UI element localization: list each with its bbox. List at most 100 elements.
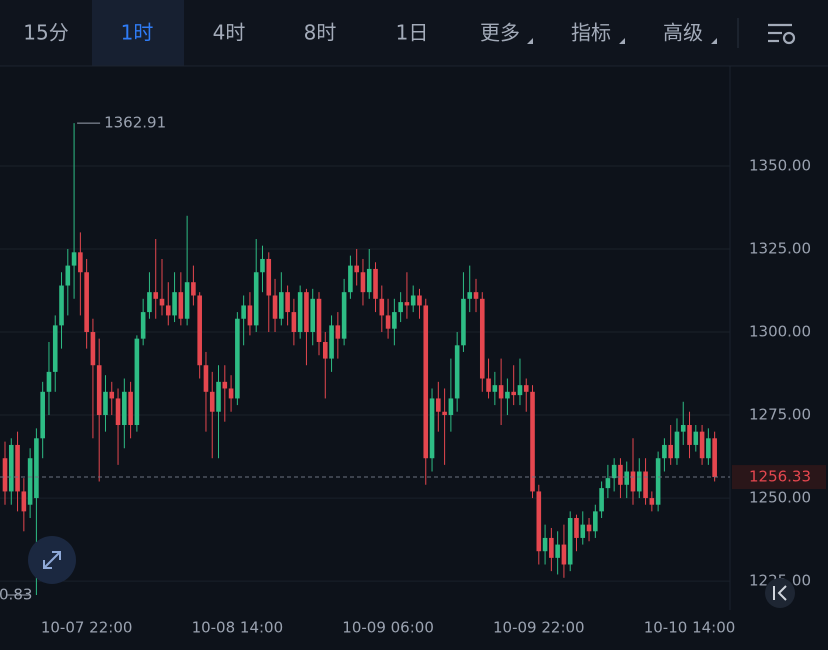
candle-body [373, 268, 378, 299]
candle-body [34, 438, 39, 499]
tab[interactable]: 15分 [23, 21, 68, 45]
candle-body [260, 258, 265, 273]
candle-body [392, 312, 397, 329]
candle-body [65, 265, 71, 286]
tab[interactable]: 高级 [663, 21, 703, 45]
candle-body [103, 391, 108, 416]
candle-body [404, 302, 410, 306]
candle-body [21, 491, 27, 512]
candle-body [266, 258, 272, 296]
candle-body [398, 302, 403, 313]
candle-body [655, 458, 661, 505]
candle-body [687, 425, 692, 445]
candle-body [165, 305, 171, 316]
candle-body [417, 295, 422, 306]
tab[interactable]: 指标 [571, 21, 611, 45]
candle-body [2, 458, 8, 492]
candle-body [147, 292, 152, 313]
candle-body [241, 305, 246, 319]
candle-body [498, 385, 504, 399]
candle-body [429, 398, 435, 459]
candle-body [310, 298, 316, 333]
max-label: 1362.91 [104, 114, 166, 132]
candle-body [486, 378, 491, 392]
candle-body [71, 252, 77, 266]
candle-body [90, 332, 96, 366]
candle-body [115, 398, 121, 426]
candle-body [461, 298, 466, 346]
candle-body [304, 292, 309, 333]
candle-body [109, 391, 115, 399]
last-price-label: 1256.33 [749, 468, 811, 486]
candle-body [706, 438, 711, 459]
candle-body [78, 252, 83, 273]
candle-body [247, 305, 253, 326]
candle-body [134, 338, 140, 426]
candle-body [178, 292, 184, 319]
candle-body [649, 498, 655, 505]
candle-body [329, 325, 334, 359]
y-tick-label: 1325.00 [749, 239, 811, 257]
candle-body [454, 345, 460, 399]
expand-button[interactable] [28, 536, 76, 584]
candle-body [191, 282, 196, 296]
tab[interactable]: 更多 [480, 21, 520, 45]
candle-body [561, 544, 567, 565]
candle-body [517, 385, 523, 396]
candle-body [8, 444, 14, 492]
candle-body [272, 295, 278, 319]
y-tick-label: 1250.00 [749, 489, 811, 507]
candle-body [473, 292, 479, 299]
candle-body [197, 295, 202, 366]
candle-body [379, 298, 385, 316]
last-price-box [732, 465, 826, 490]
candle-body [96, 365, 102, 416]
candle-body [354, 265, 359, 273]
candle-body [27, 458, 33, 505]
candle-body [448, 398, 454, 416]
candle-body [366, 268, 372, 293]
candle-body [662, 444, 667, 459]
candle-body [693, 431, 699, 445]
candle-body [122, 391, 127, 426]
candle-body [159, 298, 165, 306]
tab[interactable]: 1时 [121, 21, 154, 45]
x-tick-label: 10-09 22:00 [493, 619, 585, 637]
candle-body [52, 325, 58, 372]
candle-body [643, 471, 648, 499]
candle-body [335, 325, 341, 339]
candle-body [712, 438, 717, 478]
candle-body [222, 381, 228, 389]
y-tick-label: 1275.00 [749, 406, 811, 424]
min-label: 1220.83 [0, 585, 32, 603]
candle-body [567, 518, 573, 565]
candle-body [505, 391, 510, 399]
candle-body [536, 491, 542, 552]
candle-body [511, 391, 516, 396]
candle-body [84, 272, 89, 333]
candle-body [46, 371, 52, 392]
y-tick-label: 1300.00 [749, 323, 811, 341]
candle-body [322, 341, 328, 359]
candle-body [15, 444, 20, 492]
x-tick-label: 10-07 22:00 [41, 619, 133, 637]
settings-icon[interactable] [768, 23, 796, 45]
candle-body [467, 292, 473, 299]
candle-body [235, 318, 240, 399]
scroll-end-button[interactable] [765, 578, 795, 608]
tab[interactable]: 4时 [213, 21, 246, 45]
tab[interactable]: 1日 [396, 21, 429, 45]
candle-body [586, 524, 592, 532]
x-tick-label: 10-10 14:00 [644, 619, 736, 637]
candle-body [479, 298, 485, 379]
candle-body [618, 464, 623, 485]
tab[interactable]: 8时 [304, 21, 337, 45]
candle-body [492, 385, 498, 392]
candle-body [599, 488, 604, 512]
candle-body [530, 391, 535, 492]
candle-body [605, 478, 611, 489]
x-tick-label: 10-09 06:00 [342, 619, 434, 637]
candle-body [636, 471, 642, 492]
